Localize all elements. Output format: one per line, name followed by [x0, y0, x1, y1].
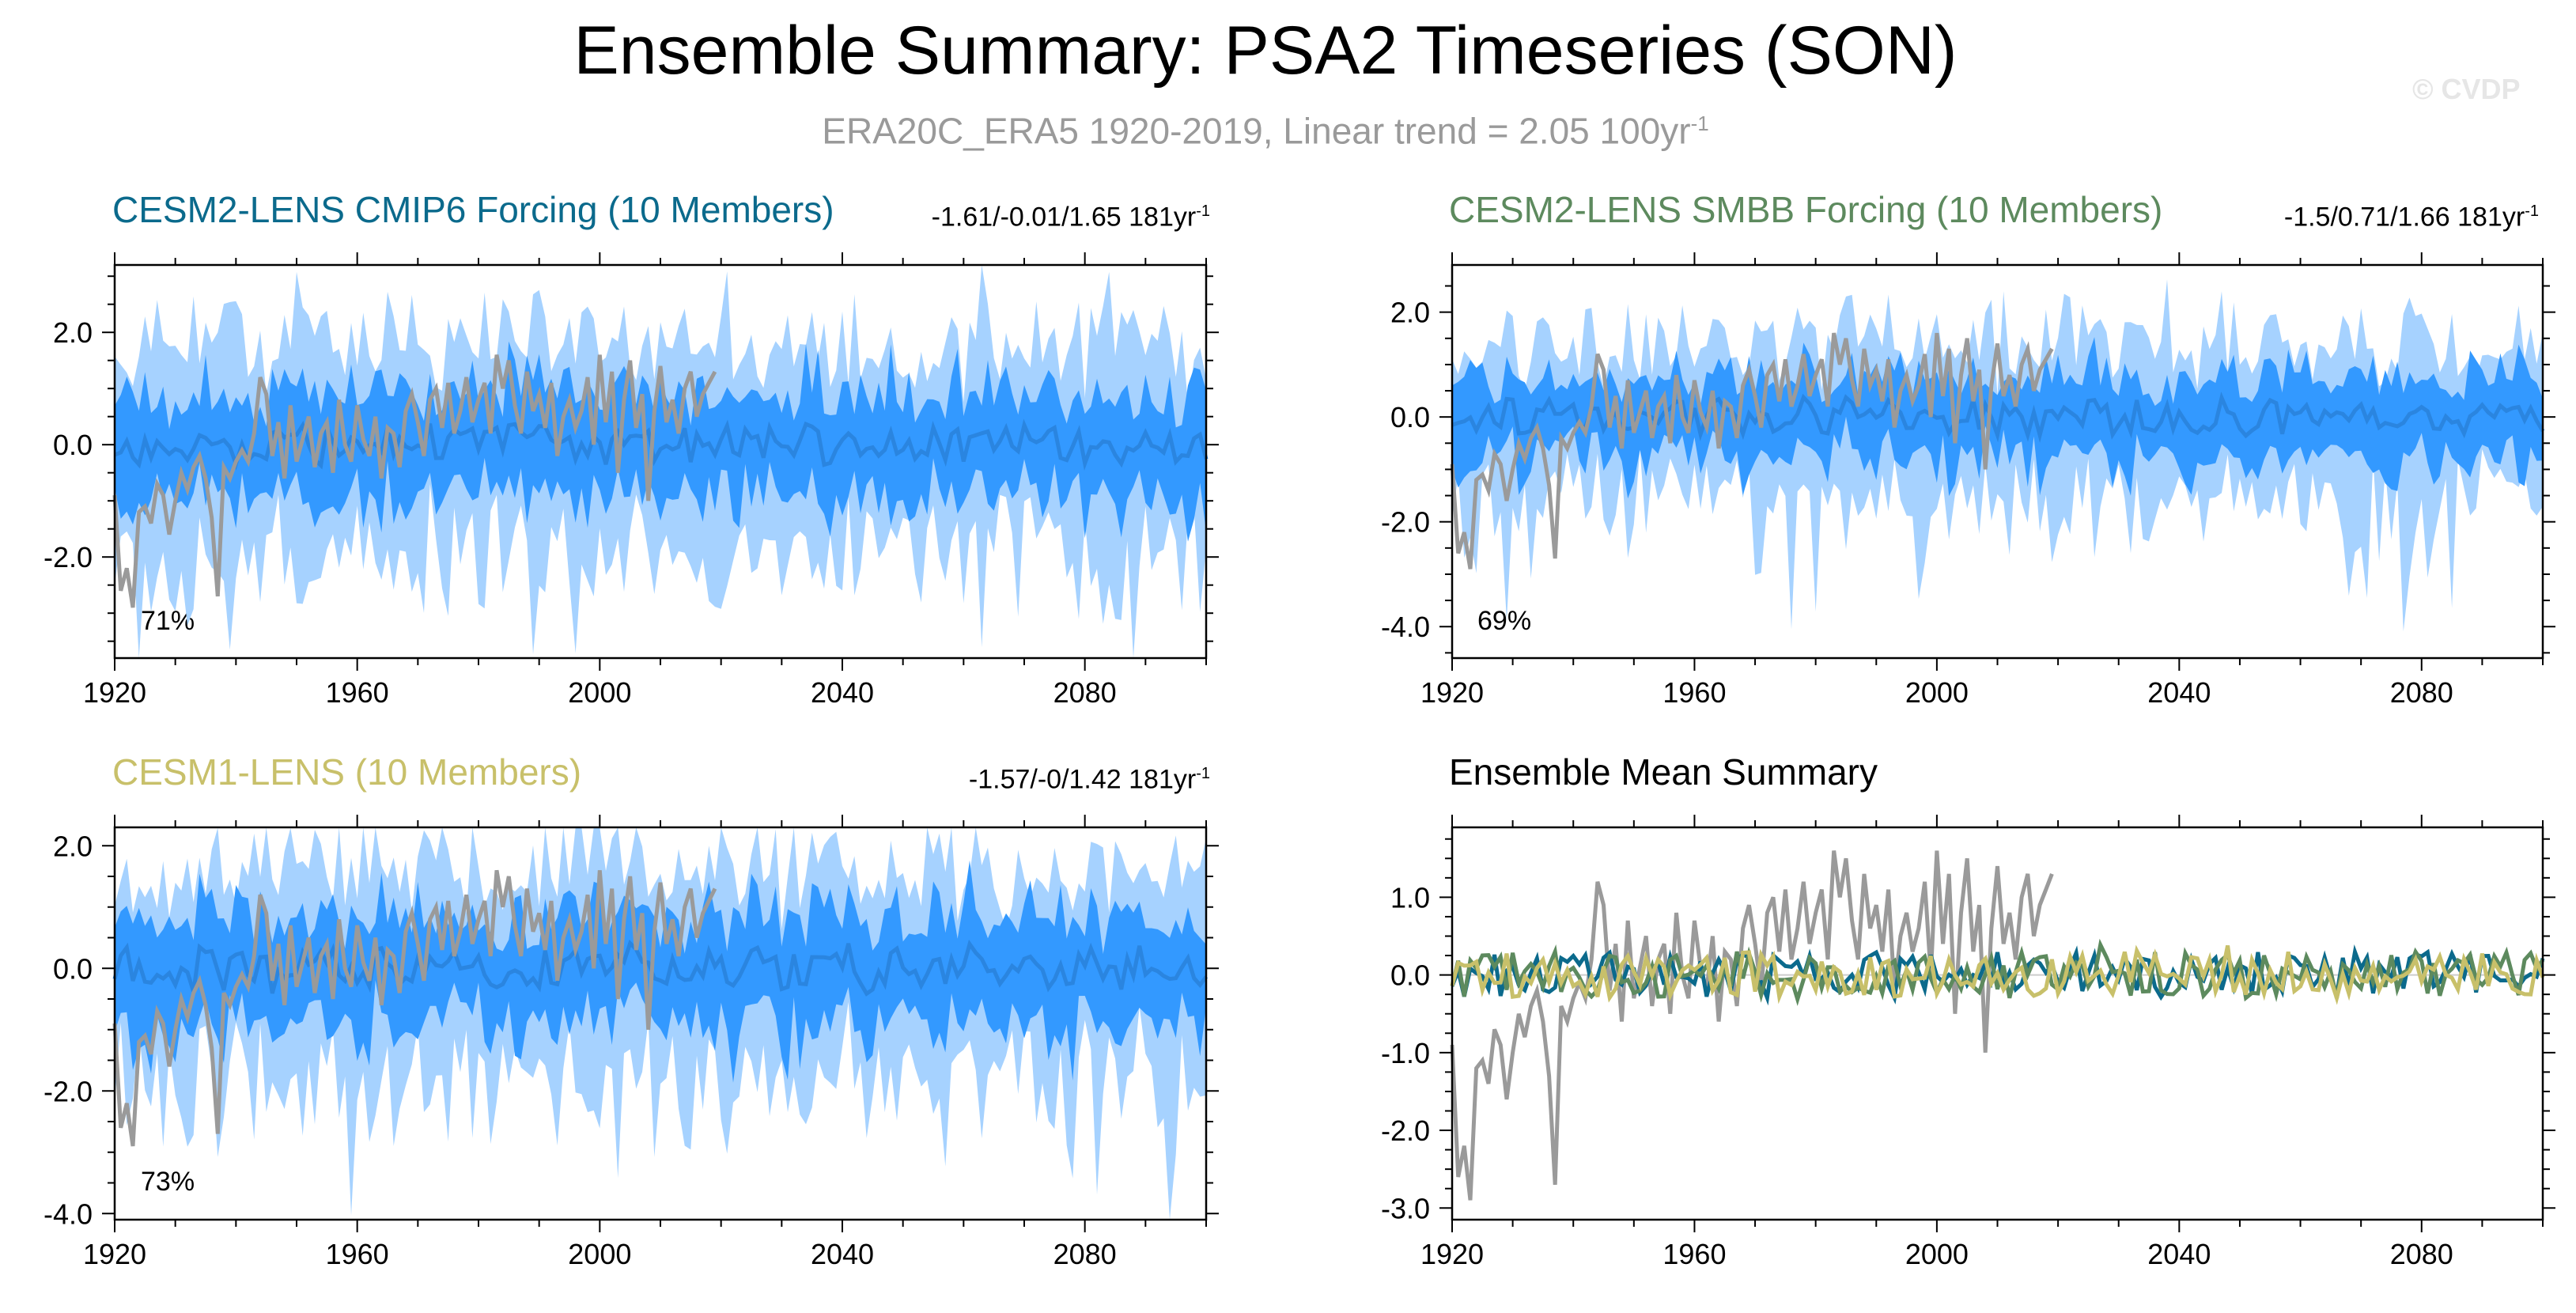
cmip6-observed-line — [112, 354, 717, 608]
panel-cmip6-stats-text: -1.61/-0.01/1.65 181yr — [931, 202, 1197, 233]
lens1-ytick-label: -4.0 — [44, 1198, 93, 1230]
summary-xtick-label: 2000 — [1905, 1238, 1969, 1270]
figure-subtitle: ERA20C_ERA5 1920-2019, Linear trend = 2.… — [0, 101, 2531, 153]
summary-series-obs — [1450, 850, 2054, 1201]
summary-xtick-label: 1960 — [1662, 1238, 1726, 1270]
cmip6-ytick-label: 2.0 — [53, 316, 93, 349]
subtitle-text: ERA20C_ERA5 1920-2019, Linear trend = 2.… — [822, 110, 1691, 152]
figure-title: Ensemble Summary: PSA2 Timeseries (SON) — [573, 13, 1958, 89]
lens1-ytick-label: -2.0 — [44, 1075, 93, 1107]
lens1-xtick-label: 1960 — [326, 1238, 389, 1270]
summary-ytick-label: -2.0 — [1381, 1114, 1430, 1147]
summary-ytick-label: 1.0 — [1390, 881, 1430, 914]
lens1-xtick-label: 2000 — [568, 1238, 631, 1270]
lens1-xtick-label: 2040 — [811, 1238, 874, 1270]
panel-cmip6-stats: -1.61/-0.01/1.65 181yr-1 — [791, 194, 1210, 234]
cmip6-ytick-label: 0.0 — [53, 429, 93, 461]
smbb-xtick-label: 1920 — [1420, 676, 1484, 709]
summary-series-lens1 — [1450, 944, 2545, 1005]
smbb-xtick-label: 2080 — [2390, 676, 2453, 709]
lens1-observed-line — [112, 869, 717, 1147]
smbb-ytick-label: 2.0 — [1390, 297, 1430, 329]
smbb-ytick-label: -4.0 — [1381, 611, 1430, 643]
summary-xtick-label: 1920 — [1420, 1238, 1484, 1270]
lens1-inner-band — [115, 860, 1206, 1083]
panel-smbb-stats-sup: -1 — [2525, 202, 2539, 220]
summary-ytick-label: -1.0 — [1381, 1037, 1430, 1069]
panel-lens1-stats-sup: -1 — [1196, 765, 1210, 782]
panel-smbb-stats: -1.5/0.71/1.66 181yr-1 — [2128, 194, 2539, 234]
panel-smbb-title: CESM2-LENS SMBB Forcing (10 Members) — [1449, 189, 2163, 230]
panel-cmip6-stats-sup: -1 — [1196, 202, 1210, 220]
smbb-ytick-label: 0.0 — [1390, 401, 1430, 433]
panel-lens1-title: CESM1-LENS (10 Members) — [112, 751, 582, 793]
cmip6-xtick-label: 1960 — [326, 676, 389, 709]
panel-smbb-stats-text: -1.5/0.71/1.66 181yr — [2283, 202, 2525, 233]
summary-series-smbb — [1450, 938, 2545, 1006]
panel-smbb: 1920 1960 2000 2040 2080 -4.0 -2.0 0.0 2.0 — [1381, 252, 2555, 709]
cmip6-xtick-label: 2040 — [811, 676, 874, 709]
smbb-inner-band — [1452, 337, 2543, 499]
lens1-ytick-label: 0.0 — [53, 952, 93, 985]
smbb-observed-line — [1450, 332, 2054, 569]
cmip6-xtick-label: 1920 — [83, 676, 146, 709]
smbb-xtick-label: 1960 — [1662, 676, 1726, 709]
subtitle-sup: -1 — [1690, 112, 1709, 135]
panel-cmip6-title: CESM2-LENS CMIP6 Forcing (10 Members) — [112, 189, 834, 230]
smbb-xtick-label: 2040 — [2147, 676, 2211, 709]
lens1-xtick-label: 2080 — [1053, 1238, 1117, 1270]
panel-cmip6: 1920 1960 2000 2040 2080 -2.0 0.0 2.0 — [44, 252, 1219, 709]
summary-ytick-label: 0.0 — [1390, 959, 1430, 992]
cmip6-inner-band — [115, 341, 1206, 542]
summary-xtick-label: 2080 — [2390, 1238, 2453, 1270]
panel-lens1: 1920 1960 2000 2040 2080 -4.0 -2.0 0.0 2.0 — [44, 815, 1219, 1270]
cmip6-ytick-label: -2.0 — [44, 541, 93, 573]
panel-summary: 1920 1960 2000 2040 2080 -3.0 -2.0 -1.0 0.0 1.0 — [1381, 815, 2555, 1270]
smbb-ytick-label: -2.0 — [1381, 506, 1430, 539]
watermark: © CVDP — [2412, 73, 2521, 105]
panel-lens1-stats-text: -1.57/-0/1.42 181yr — [968, 764, 1197, 795]
panel-lens1-stats: -1.57/-0/1.42 181yr-1 — [791, 756, 1210, 797]
summary-xtick-label: 2040 — [2147, 1238, 2211, 1270]
panel-smbb-percent: 69% — [1477, 606, 1532, 636]
cmip6-ensemble-mean-line — [114, 418, 1209, 471]
cmip6-xtick-label: 2080 — [1053, 676, 1117, 709]
smbb-xtick-label: 2000 — [1905, 676, 1969, 709]
summary-ytick-label: -3.0 — [1381, 1192, 1430, 1224]
panel-lens1-percent: 73% — [141, 1167, 195, 1197]
lens1-ytick-label: 2.0 — [53, 830, 93, 862]
panel-cmip6-percent: 71% — [141, 606, 195, 636]
lens1-xtick-label: 1920 — [83, 1238, 146, 1270]
panel-summary-title: Ensemble Mean Summary — [1449, 751, 1878, 793]
cmip6-xtick-label: 2000 — [568, 676, 631, 709]
